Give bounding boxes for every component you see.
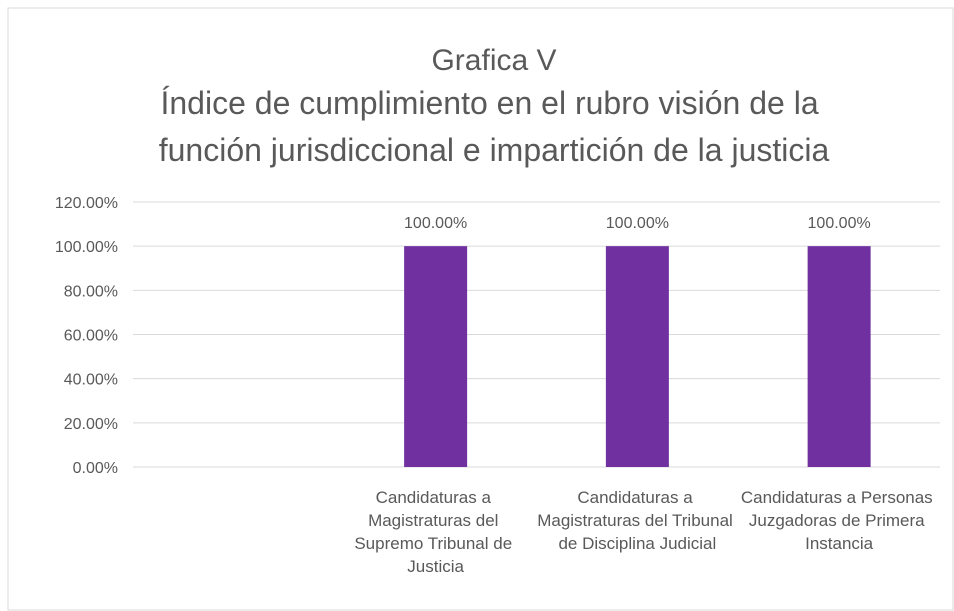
chart-subtitle: Índice de cumplimiento en el rubro visió…: [159, 85, 830, 168]
bar: [404, 246, 468, 467]
bar: [605, 246, 669, 467]
y-tick-label: 0.00%: [73, 460, 118, 477]
data-label: 100.00%: [404, 215, 467, 232]
bar: [807, 246, 871, 467]
data-label: 100.00%: [606, 215, 669, 232]
x-tick-label: Candidaturas a Magistraturas del Tribuna…: [537, 488, 737, 553]
y-tick-label: 40.00%: [64, 372, 118, 389]
data-label: 100.00%: [808, 215, 871, 232]
chart-frame: [7, 7, 954, 611]
x-tick-label: Candidaturas a Personas Juzgadoras de Pr…: [741, 488, 938, 553]
y-tick-label: 100.00%: [55, 239, 118, 256]
y-tick-label: 20.00%: [64, 416, 118, 433]
chart-title: Grafica V: [431, 44, 556, 77]
x-tick-label: Candidaturas a Magistraturas del Supremo…: [354, 488, 517, 576]
y-tick-label: 80.00%: [64, 283, 118, 300]
y-tick-label: 120.00%: [55, 195, 118, 212]
y-tick-label: 60.00%: [64, 328, 118, 345]
